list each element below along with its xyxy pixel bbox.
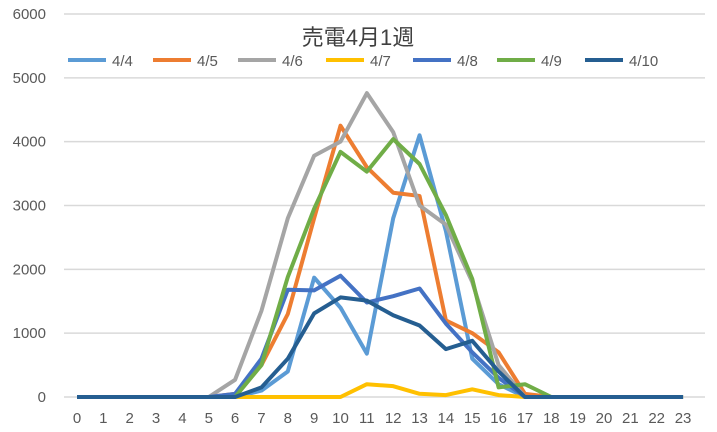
- legend-label: 4/8: [457, 53, 478, 70]
- x-tick-label: 21: [622, 410, 639, 427]
- y-tick-label: 5000: [13, 70, 46, 87]
- series-line-4-4: [77, 133, 684, 399]
- x-tick-label: 17: [517, 410, 534, 427]
- x-tick-label: 2: [126, 410, 134, 427]
- x-tick-label: 6: [231, 410, 239, 427]
- x-tick-label: 20: [596, 410, 613, 427]
- x-tick-label: 18: [543, 410, 560, 427]
- x-tick-label: 3: [152, 410, 160, 427]
- y-tick-label: 2000: [13, 261, 46, 278]
- x-tick-label: 0: [73, 410, 81, 427]
- x-tick-label: 19: [569, 410, 586, 427]
- x-tick-label: 1: [99, 410, 107, 427]
- x-tick-label: 15: [464, 410, 481, 427]
- series-line-4-5: [77, 123, 684, 399]
- legend-label: 4/5: [197, 53, 218, 70]
- legend-label: 4/9: [541, 53, 562, 70]
- series-line-4-10: [77, 295, 684, 399]
- x-tick-label: 11: [359, 410, 375, 427]
- x-tick-label: 16: [490, 410, 507, 427]
- x-tick-label: 14: [438, 410, 455, 427]
- y-tick-label: 4000: [13, 134, 46, 151]
- y-tick-label: 3000: [13, 198, 46, 215]
- x-tick-label: 8: [284, 410, 292, 427]
- series-line-4-6: [77, 91, 684, 399]
- legend-label: 4/10: [629, 53, 658, 70]
- x-tick-label: 13: [411, 410, 428, 427]
- legend-label: 4/7: [370, 53, 391, 70]
- legend-label: 4/4: [112, 53, 133, 70]
- y-tick-label: 0: [38, 389, 46, 406]
- x-tick-label: 5: [205, 410, 213, 427]
- x-tick-label: 12: [385, 410, 402, 427]
- x-tick-label: 9: [310, 410, 318, 427]
- legend-label: 4/6: [282, 53, 303, 70]
- x-tick-label: 23: [675, 410, 692, 427]
- chart-title: 売電4月1週: [302, 25, 414, 50]
- y-tick-label: 6000: [13, 6, 46, 23]
- y-tick-label: 1000: [13, 325, 46, 342]
- x-tick-label: 7: [257, 410, 265, 427]
- x-tick-label: 10: [332, 410, 349, 427]
- x-tick-label: 4: [178, 410, 186, 427]
- x-tick-label: 22: [648, 410, 665, 427]
